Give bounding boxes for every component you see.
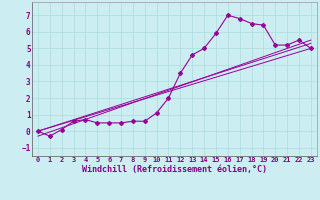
X-axis label: Windchill (Refroidissement éolien,°C): Windchill (Refroidissement éolien,°C) (82, 165, 267, 174)
